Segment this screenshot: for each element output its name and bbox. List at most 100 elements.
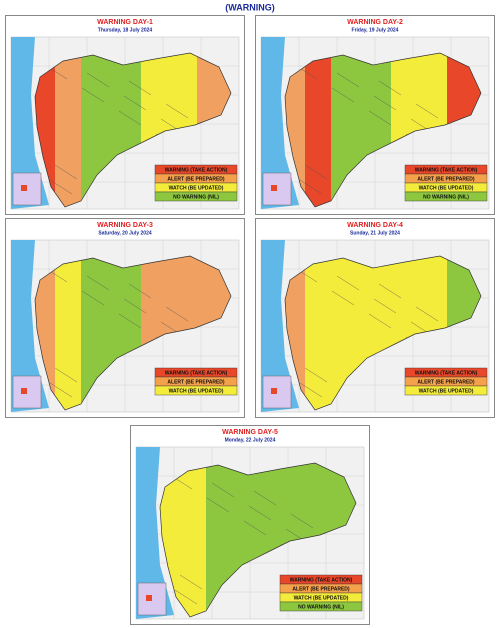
legend-swatch — [404, 385, 488, 396]
legend-label: NO WARNING (NIL) — [423, 194, 469, 200]
inset-mark — [146, 595, 152, 601]
state-outline — [34, 52, 232, 208]
legend-swatch — [404, 191, 488, 202]
panel-title: WARNING DAY-5 — [222, 429, 278, 436]
district-border — [299, 382, 323, 398]
inset-mark — [21, 185, 27, 191]
legend-label: WARNING (TAKE ACTION) — [415, 167, 478, 173]
legend-label: WATCH (BE UPDATED) — [419, 185, 474, 191]
legend-label: WATCH (BE UPDATED) — [419, 388, 474, 394]
legend-label: WATCH (BE UPDATED) — [169, 185, 224, 191]
district-border — [336, 275, 360, 291]
district-border — [123, 298, 147, 314]
inset-mark — [21, 388, 27, 394]
district-border — [373, 95, 397, 111]
district-border — [86, 275, 110, 291]
legend-label: WARNING (TAKE ACTION) — [165, 370, 228, 376]
inset-mark — [271, 185, 277, 191]
legend-label: ALERT (BE PREPARED) — [167, 176, 224, 182]
page-title: (WARNING) — [225, 2, 275, 12]
panel-title: WARNING DAY-2 — [347, 19, 403, 26]
district-border — [165, 306, 189, 322]
district-border — [415, 103, 439, 119]
district-border — [331, 87, 355, 103]
district-zone — [305, 53, 331, 207]
legend-label: NO WARNING (NIL) — [173, 194, 219, 200]
panel-date: Monday, 22 July 2024 — [225, 437, 276, 443]
district-zone — [180, 463, 206, 617]
district-border — [165, 103, 189, 119]
district-border — [123, 95, 147, 111]
legend-label: WATCH (BE UPDATED) — [294, 595, 349, 601]
legend-swatch — [279, 601, 363, 612]
district-border — [331, 290, 355, 306]
district-border — [378, 283, 402, 299]
district-border — [54, 367, 78, 383]
district-zone — [55, 256, 81, 410]
district-border — [49, 382, 73, 398]
district-border — [118, 110, 142, 126]
district-border — [81, 290, 105, 306]
district-border — [211, 482, 235, 498]
district-border — [253, 490, 277, 506]
legend-label: ALERT (BE PREPARED) — [417, 379, 474, 385]
legend-label: WARNING (TAKE ACTION) — [415, 370, 478, 376]
district-border — [81, 87, 105, 103]
state-outline — [159, 462, 357, 618]
legend-swatch — [154, 385, 238, 396]
district-border — [304, 367, 328, 383]
state-outline — [284, 52, 482, 208]
district-border — [118, 313, 142, 329]
legend-swatch — [154, 191, 238, 202]
state-outline — [284, 255, 482, 411]
panel-title: WARNING DAY-4 — [347, 222, 403, 229]
district-border — [248, 505, 272, 521]
sea — [11, 37, 49, 209]
district-border — [373, 298, 397, 314]
district-border — [243, 520, 267, 536]
state-outline — [34, 255, 232, 411]
legend-label: ALERT (BE PREPARED) — [167, 379, 224, 385]
district-border — [304, 164, 328, 180]
panel-title: WARNING DAY-1 — [97, 19, 153, 26]
legend-label: ALERT (BE PREPARED) — [292, 586, 349, 592]
district-border — [206, 497, 230, 513]
district-border — [299, 179, 323, 195]
legend-label: NO WARNING (NIL) — [298, 604, 344, 610]
district-border — [368, 110, 392, 126]
district-border — [336, 72, 360, 88]
panel-title: WARNING DAY-3 — [97, 222, 153, 229]
district-border — [128, 80, 152, 96]
panel-date: Sunday, 21 July 2024 — [350, 230, 400, 236]
panel-date: Thursday, 18 July 2024 — [98, 27, 153, 33]
district-border — [368, 313, 392, 329]
panel-date: Friday, 19 July 2024 — [352, 27, 399, 33]
district-border — [49, 179, 73, 195]
district-border — [378, 80, 402, 96]
inset-mark — [271, 388, 277, 394]
district-border — [415, 306, 439, 322]
legend-label: WARNING (TAKE ACTION) — [165, 167, 228, 173]
sea — [261, 37, 299, 209]
legend-label: ALERT (BE PREPARED) — [417, 176, 474, 182]
district-border — [179, 574, 203, 590]
district-zone — [55, 53, 81, 207]
district-border — [174, 589, 198, 605]
district-zone — [305, 256, 331, 410]
district-border — [128, 283, 152, 299]
sea — [136, 447, 174, 619]
district-border — [290, 513, 314, 529]
district-border — [86, 72, 110, 88]
sea — [11, 240, 49, 412]
panel-date: Saturday, 20 July 2024 — [98, 230, 151, 236]
sea — [261, 240, 299, 412]
legend-label: WATCH (BE UPDATED) — [169, 388, 224, 394]
district-border — [54, 164, 78, 180]
